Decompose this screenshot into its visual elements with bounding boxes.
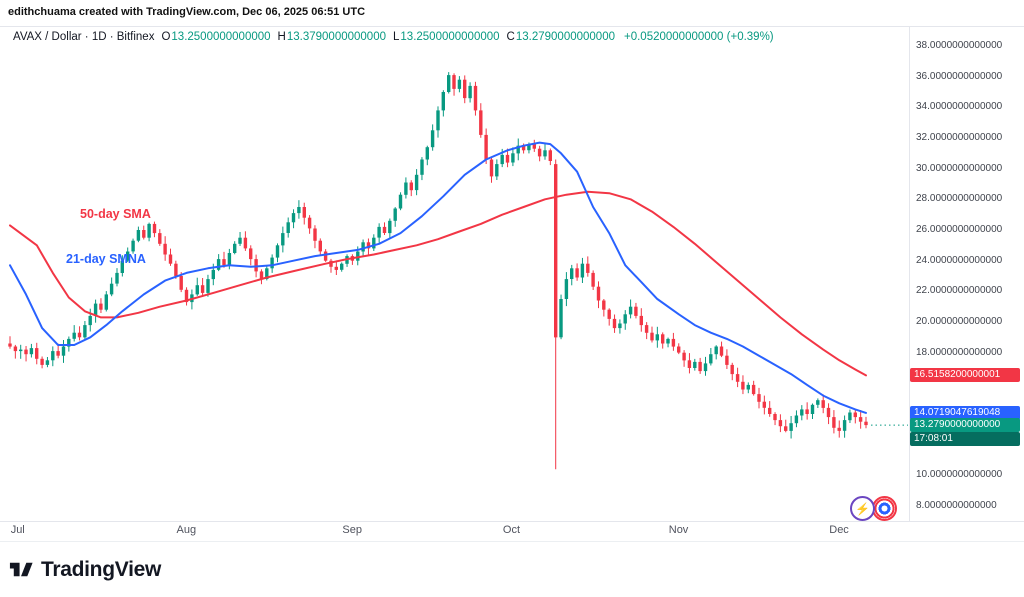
separator-bottom <box>0 541 1024 542</box>
low-pair: L 13.2500000000000 <box>393 31 500 43</box>
price-axis-label: 18.0000000000000 <box>916 346 1003 358</box>
price-axis-label: 34.0000000000000 <box>916 101 1003 113</box>
open-label: O <box>161 31 171 43</box>
lightning-icon: ⚡ <box>850 496 875 521</box>
separator-time-axis <box>0 521 1024 522</box>
open-value: 13.2500000000000 <box>171 31 271 43</box>
close-value: 13.2790000000000 <box>515 31 615 43</box>
tradingview-logo-text[interactable]: TradingView <box>41 557 162 581</box>
price-axis-label: 32.0000000000000 <box>916 131 1003 143</box>
change-value: +0.0520000000000 (+0.39%) <box>624 31 774 43</box>
price-axis-label: 30.0000000000000 <box>916 162 1003 174</box>
price-axis-label: 22.0000000000000 <box>916 285 1003 297</box>
price-axis-label: 38.0000000000000 <box>916 40 1003 51</box>
price-axis-label: 26.0000000000000 <box>916 223 1003 235</box>
open-pair: O 13.2500000000000 <box>161 31 270 43</box>
sma50-price-badge: 16.5158200000001 <box>910 368 1020 383</box>
bar-countdown-badge: 17:08:01 <box>910 432 1020 447</box>
rings-icon <box>872 496 897 521</box>
close-label: C <box>506 31 515 43</box>
sma50-annotation: 50-day SMA <box>80 207 151 221</box>
price-axis[interactable]: 38.0000000000000 36.0000000000000 34.00000… <box>909 0 1024 597</box>
price-axis-label: 24.0000000000000 <box>916 254 1003 266</box>
watermark-icons: ⚡ <box>850 496 897 521</box>
chart-legend: AVAX / Dollar · 1D · Bitfinex O 13.250000… <box>13 31 774 43</box>
price-axis-label: 20.0000000000000 <box>916 315 1003 327</box>
price-axis-label: 28.0000000000000 <box>916 193 1003 205</box>
low-label: L <box>393 31 400 43</box>
tradingview-logo-icon[interactable] <box>8 556 35 583</box>
sma21-annotation: 21-day SMNA <box>66 252 146 266</box>
high-label: H <box>277 31 286 43</box>
separator-price-axis <box>909 27 910 521</box>
price-axis-label: 36.0000000000000 <box>916 70 1003 82</box>
close-pair: C 13.2790000000000 <box>507 31 615 43</box>
tradingview-footer: TradingView <box>8 556 161 583</box>
high-pair: H 13.3790000000000 <box>278 31 386 43</box>
low-value: 13.2500000000000 <box>400 31 500 43</box>
attribution-text: edithchuama created with TradingView.com… <box>8 6 366 18</box>
separator-top <box>0 26 1024 27</box>
price-axis-label: 8.0000000000000 <box>916 499 997 511</box>
high-value: 13.3790000000000 <box>286 31 386 43</box>
symbol-title[interactable]: AVAX / Dollar · 1D · Bitfinex <box>13 31 155 43</box>
price-axis-label: 10.0000000000000 <box>916 469 1003 481</box>
sma21-price-badge: 14.0719047619048 <box>910 405 1020 420</box>
last-price-badge: 13.2790000000000 <box>910 418 1020 433</box>
